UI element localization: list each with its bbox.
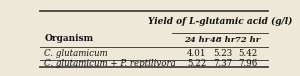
Text: 5.22: 5.22 [187, 59, 206, 68]
Text: C. glutamicum + P. reptilivora: C. glutamicum + P. reptilivora [44, 59, 176, 68]
Text: 4.01: 4.01 [187, 49, 206, 58]
Text: 5.42: 5.42 [238, 49, 257, 58]
Text: 48 hr: 48 hr [210, 36, 235, 44]
Text: 24 hr: 24 hr [184, 36, 209, 44]
Text: 5.23: 5.23 [213, 49, 232, 58]
Text: C. glutamicum: C. glutamicum [44, 49, 108, 58]
Text: 7.37: 7.37 [213, 59, 232, 68]
Text: 7.96: 7.96 [238, 59, 257, 68]
Text: Yield of L-glutamic acid (g/l): Yield of L-glutamic acid (g/l) [148, 17, 292, 26]
Text: Organism: Organism [44, 34, 94, 43]
Text: 72 hr: 72 hr [236, 36, 260, 44]
